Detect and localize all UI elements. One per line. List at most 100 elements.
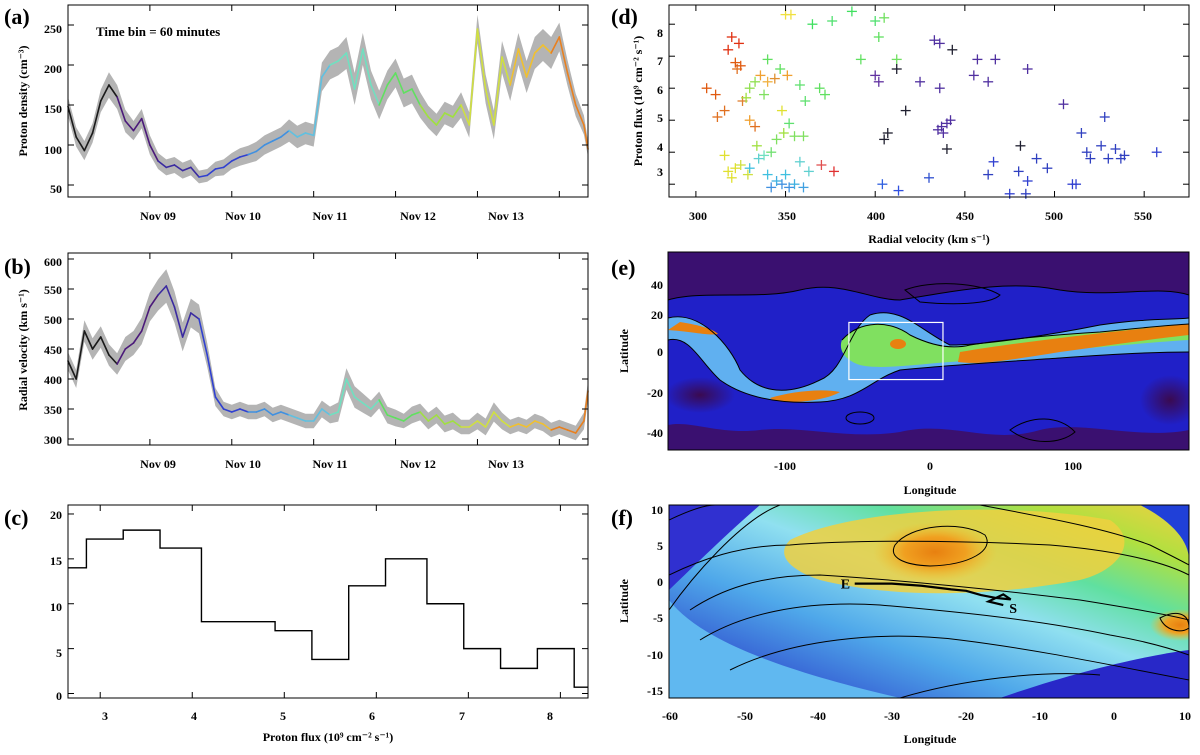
scatter-point: [784, 118, 795, 129]
series-segment: [574, 420, 585, 434]
scatter-point: [1071, 179, 1082, 190]
x-ticks-d: 300 350 400 450 500 550: [689, 209, 1152, 223]
series-segment: [550, 36, 561, 54]
series-segment: [99, 336, 110, 356]
contour-line: [1009, 418, 1076, 442]
series-segment: [67, 360, 77, 380]
series-segment: [329, 60, 340, 66]
x-tick-f: 0: [1111, 709, 1117, 723]
series-segment: [181, 312, 192, 338]
y-tick-f: 0: [657, 575, 663, 589]
scatter-point: [936, 121, 947, 132]
x-tick-e: -100: [774, 459, 796, 473]
y-tick-d: 3: [657, 165, 663, 179]
x-tick-d: 450: [956, 209, 974, 223]
y-tick-d: 7: [657, 54, 663, 68]
series-segment: [255, 144, 266, 153]
x-tick-d: 350: [778, 209, 796, 223]
y-tick-d: 8: [657, 26, 663, 40]
series-segment: [321, 64, 331, 78]
series-segment: [149, 144, 159, 162]
scatter-point: [820, 89, 830, 100]
x-tick-f: -20: [958, 709, 974, 723]
panel-a-frame: [67, 4, 589, 198]
series-segment: [525, 420, 536, 428]
x-tick-c: 8: [547, 709, 553, 723]
series-segment: [517, 423, 528, 428]
scatter-point: [755, 70, 766, 81]
panel-d-frame: [668, 4, 1190, 198]
series-segment: [75, 136, 86, 152]
scatter-point: [972, 54, 983, 65]
map-hot-right: [958, 324, 1189, 363]
map-hot-center: [890, 339, 906, 349]
scatter-point: [742, 169, 753, 180]
x-tick-f: 10: [1179, 709, 1191, 723]
y-ticks-f: 10 5 0 -5 -10 -15: [647, 503, 663, 698]
y-tick-b: 350: [44, 403, 62, 417]
series-segment: [370, 399, 380, 410]
series-segment: [501, 56, 512, 86]
x-tick-a: Nov 10: [225, 209, 261, 223]
series-segment: [509, 423, 520, 428]
series-segment: [533, 44, 544, 54]
proton-density-series: [67, 5, 589, 197]
series-segment: [271, 136, 282, 142]
scatter-point: [730, 163, 741, 174]
uncertainty-band: [68, 269, 588, 441]
y-ticks-b: 300 350 400 450 500 550 600: [44, 255, 62, 447]
scatter-point: [719, 150, 730, 161]
scatter-point: [915, 76, 926, 87]
series-segment: [493, 411, 503, 422]
series-segment: [99, 84, 110, 102]
series-segment: [345, 378, 356, 398]
scatter-point: [929, 35, 940, 46]
dark-region: [1140, 375, 1189, 425]
y-ticks-c: 0 5 10 15 20: [50, 508, 62, 703]
contour-line: [979, 505, 1189, 566]
series-segment: [345, 52, 356, 90]
scatter-point: [983, 76, 994, 87]
series-segment: [83, 132, 94, 152]
series-segment: [116, 96, 127, 122]
y-tick-c: 20: [50, 508, 62, 522]
panel-b: (b) Radial velocity (km s⁻¹) 300 350 400…: [4, 252, 589, 471]
y-tick-f: 10: [651, 503, 663, 517]
y-tick-e: 0: [657, 345, 663, 359]
y-ticks-e: 40 20 0 -20 -40: [647, 278, 663, 440]
scatter-point: [759, 150, 770, 161]
scatter-point: [726, 172, 737, 183]
x-tick-d: 300: [689, 209, 707, 223]
x-tick-e: 0: [927, 459, 933, 473]
scatter-point: [1119, 150, 1130, 161]
contour-line: [899, 673, 1101, 698]
y-tick-f: -5: [653, 611, 663, 625]
contour-line: [668, 312, 1189, 391]
zoom-hot-region: [873, 522, 997, 582]
series-segment: [230, 408, 241, 413]
series-segment: [525, 52, 536, 78]
zoom-blue-lower-right: [1000, 650, 1189, 698]
x-tick-c: 6: [369, 709, 375, 723]
series-segment: [181, 166, 192, 172]
x-tick-b: Nov 11: [312, 457, 347, 471]
series-segment: [435, 112, 446, 126]
y-tick-f: -15: [647, 684, 663, 698]
series-segment: [394, 72, 405, 94]
x-ticks-c: 3 4 5 6 7 8: [102, 709, 553, 723]
series-segment: [427, 116, 438, 126]
series-segment: [67, 105, 77, 138]
series-segment: [214, 166, 225, 170]
panel-label-e: (e): [611, 255, 635, 280]
x-tick-b: Nov 09: [140, 457, 176, 471]
zoom-hot-region-right: [1150, 609, 1189, 641]
series-segment: [427, 414, 438, 422]
scatter-point: [776, 105, 787, 116]
x-tick-d: 400: [867, 209, 885, 223]
series-segment: [402, 88, 413, 94]
radial-velocity-band: [68, 269, 588, 441]
scatter-point: [891, 64, 902, 74]
series-segment: [108, 354, 118, 365]
series-segment: [533, 420, 544, 425]
scatter-point: [800, 96, 811, 106]
